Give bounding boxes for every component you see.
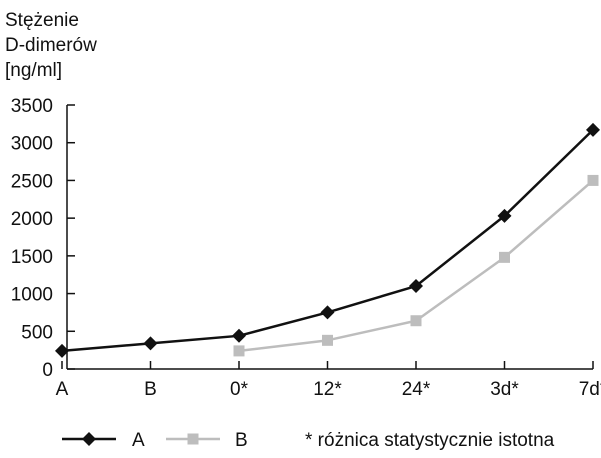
y-axis-label-line: Stężenie xyxy=(5,10,79,31)
x-tick-label: 24* xyxy=(402,379,431,400)
data-point xyxy=(587,174,599,186)
y-axis-label-line: [ng/ml] xyxy=(5,60,63,81)
legend-marker xyxy=(82,432,96,446)
data-point xyxy=(410,315,422,327)
data-point xyxy=(499,251,510,263)
series-B xyxy=(233,174,599,357)
series-A xyxy=(55,122,600,358)
x-tick-label: B xyxy=(144,379,157,400)
y-axis-label-line: D-dimerów xyxy=(5,35,97,56)
data-point xyxy=(320,305,335,320)
x-tick-label: 12* xyxy=(313,379,342,400)
legend-marker xyxy=(187,433,199,445)
data-point xyxy=(409,279,423,294)
data-point xyxy=(233,345,245,357)
legend-label: B xyxy=(235,430,248,451)
y-tick-label: 1500 xyxy=(11,247,53,268)
data-point xyxy=(322,334,333,346)
y-tick-label: 2000 xyxy=(11,209,53,230)
y-tick-label: 1000 xyxy=(11,285,53,306)
y-tick-label: 3500 xyxy=(11,96,53,117)
x-tick-label: 0* xyxy=(230,379,249,400)
axes: 0 500 1000 1500 2000 2500 3000 3500 A B 0* 12* 24* 3d… xyxy=(11,96,601,400)
series-layer xyxy=(55,122,600,358)
annotation-note: * różnica statystycznie istotna xyxy=(305,430,555,451)
y-tick-label: 500 xyxy=(21,322,53,343)
data-point xyxy=(55,343,69,358)
legend-label: A xyxy=(132,430,145,451)
legend: A B * różnica statystycznie istotna xyxy=(62,430,555,451)
data-point xyxy=(497,208,512,223)
data-point xyxy=(143,336,158,351)
legend-item: A xyxy=(62,430,145,451)
x-tick-label: 7d* xyxy=(579,379,601,400)
y-tick-label: 0 xyxy=(42,360,53,381)
legend-item: B xyxy=(166,430,248,451)
x-tick-label: 3d* xyxy=(490,379,519,400)
y-tick-label: 2500 xyxy=(11,171,53,192)
x-tick-label: A xyxy=(56,379,69,400)
y-axis-label: Stężenie D-dimerów [ng/ml] xyxy=(5,8,97,83)
y-tick-label: 3000 xyxy=(11,134,53,155)
data-point xyxy=(586,122,600,137)
data-point xyxy=(232,328,246,343)
